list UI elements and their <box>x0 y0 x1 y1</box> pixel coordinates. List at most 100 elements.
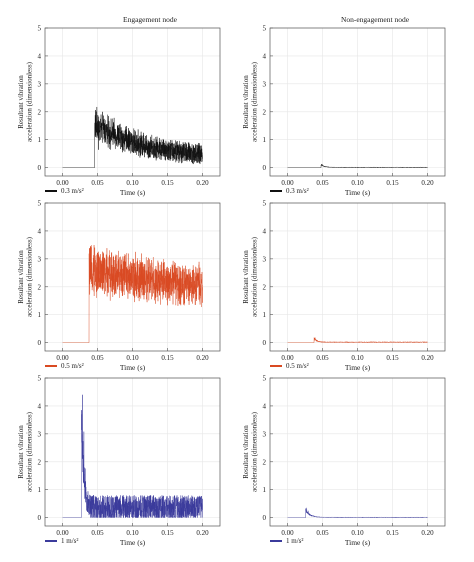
y-axis-label: Resultant vibrationacceleration (dimensi… <box>17 236 34 317</box>
column-title-non-engagement: Non-engagement node <box>340 15 410 24</box>
x-tick-label: 0.15 <box>386 354 399 362</box>
x-tick-label: 0.10 <box>126 354 139 362</box>
x-tick-label: 0.05 <box>316 179 329 187</box>
x-tick-label: 0.05 <box>316 354 329 362</box>
y-axis-label: Resultant vibrationacceleration (dimensi… <box>242 61 259 142</box>
y-tick-label: 0 <box>38 339 42 347</box>
x-tick-label: 0.15 <box>161 179 174 187</box>
legend-label: 1 m/s² <box>286 537 304 545</box>
series-line <box>287 337 428 344</box>
y-tick-label: 5 <box>263 375 267 383</box>
x-tick-label: 0.05 <box>91 354 104 362</box>
x-tick-label: 0.15 <box>386 529 399 537</box>
chart-svg: 0 1 2 3 4 5 0.00 0.05 0.10 0.15 0.20 Time (s) Result… <box>242 375 446 547</box>
y-tick-label: 2 <box>263 458 267 466</box>
legend-swatch <box>45 190 57 192</box>
y-tick-label: 1 <box>38 136 42 144</box>
y-tick-label: 0 <box>263 164 267 172</box>
chart-panel-1: 0 1 2 3 4 5 0.00 0.05 0.10 0.15 0.20 Time (s) Result… <box>0 20 230 205</box>
chart-panel-2: 0 1 2 3 4 5 0.00 0.05 0.10 0.15 0.20 Time (s) Result… <box>225 20 455 205</box>
x-tick-label: 0.10 <box>351 529 364 537</box>
column-title-engagement: Engagement node <box>123 15 177 24</box>
x-tick-label: 0.05 <box>91 529 104 537</box>
x-tick-label: 0.05 <box>316 529 329 537</box>
y-tick-label: 4 <box>38 227 42 235</box>
x-tick-label: 0.20 <box>421 529 434 537</box>
y-tick-label: 4 <box>263 227 267 235</box>
y-tick-label: 3 <box>38 255 42 263</box>
legend: 1 m/s² <box>270 537 303 545</box>
series-line <box>62 394 203 519</box>
legend-label: 0.5 m/s² <box>61 362 84 370</box>
y-axis-label-line: Resultant vibration <box>17 425 25 479</box>
legend-label: 0.3 m/s² <box>61 187 84 195</box>
y-tick-label: 5 <box>38 200 42 208</box>
legend: 0.5 m/s² <box>45 362 84 370</box>
y-tick-label: 2 <box>263 108 267 116</box>
y-tick-label: 4 <box>263 402 267 410</box>
y-tick-label: 2 <box>263 283 267 291</box>
y-tick-label: 1 <box>38 486 42 494</box>
y-tick-label: 3 <box>38 430 42 438</box>
x-axis-label: Time (s) <box>345 538 371 547</box>
y-tick-label: 2 <box>38 108 42 116</box>
x-tick-label: 0.15 <box>161 354 174 362</box>
chart-svg: 0 1 2 3 4 5 0.00 0.05 0.10 0.15 0.20 Time (s) Result… <box>242 25 446 197</box>
y-axis-label-line: Resultant vibration <box>17 75 25 129</box>
y-tick-label: 5 <box>263 25 267 33</box>
y-tick-label: 0 <box>263 339 267 347</box>
series-line <box>287 507 428 519</box>
x-tick-label: 0.20 <box>421 354 434 362</box>
y-tick-label: 4 <box>263 52 267 60</box>
y-axis-label-line: Resultant vibration <box>242 75 250 129</box>
legend-swatch <box>270 540 282 542</box>
chart-svg: 0 1 2 3 4 5 0.00 0.05 0.10 0.15 0.20 Time (s) Result… <box>242 200 446 372</box>
y-axis-label: Resultant vibrationacceleration (dimensi… <box>242 411 259 492</box>
y-axis-label-line: acceleration (dimensionless) <box>251 236 259 317</box>
chart-panel-4: 0 1 2 3 4 5 0.00 0.05 0.10 0.15 0.20 Time (s) Result… <box>225 195 455 380</box>
y-tick-label: 0 <box>38 514 42 522</box>
y-tick-label: 2 <box>38 283 42 291</box>
x-tick-label: 0.15 <box>161 529 174 537</box>
y-tick-label: 1 <box>263 311 267 319</box>
chart-svg: 0 1 2 3 4 5 0.00 0.05 0.10 0.15 0.20 Time (s) Result… <box>17 375 221 547</box>
legend-swatch <box>45 365 57 367</box>
legend-swatch <box>45 540 57 542</box>
y-tick-label: 5 <box>38 25 42 33</box>
x-tick-label: 0.00 <box>56 529 69 537</box>
y-tick-label: 1 <box>263 486 267 494</box>
y-tick-label: 3 <box>38 80 42 88</box>
y-tick-label: 1 <box>263 136 267 144</box>
chart-svg: 0 1 2 3 4 5 0.00 0.05 0.10 0.15 0.20 Time (s) Result… <box>17 25 221 197</box>
y-axis-label-line: acceleration (dimensionless) <box>251 61 259 142</box>
legend-swatch <box>270 365 282 367</box>
x-axis-label: Time (s) <box>120 188 146 197</box>
y-tick-label: 4 <box>38 402 42 410</box>
grid <box>270 27 445 176</box>
series-line <box>62 106 203 168</box>
x-tick-label: 0.00 <box>281 354 294 362</box>
series-line <box>62 245 203 343</box>
y-tick-label: 0 <box>263 514 267 522</box>
x-tick-label: 0.00 <box>56 354 69 362</box>
legend-swatch <box>270 190 282 192</box>
y-axis-label-line: Resultant vibration <box>242 425 250 479</box>
legend: 0.5 m/s² <box>270 362 309 370</box>
legend: 1 m/s² <box>45 537 78 545</box>
legend-label: 1 m/s² <box>61 537 79 545</box>
x-tick-label: 0.05 <box>91 179 104 187</box>
x-axis-label: Time (s) <box>345 188 371 197</box>
y-axis-label-line: Resultant vibration <box>17 250 25 304</box>
x-tick-label: 0.10 <box>351 179 364 187</box>
y-axis-label-line: Resultant vibration <box>242 250 250 304</box>
chart-panel-6: 0 1 2 3 4 5 0.00 0.05 0.10 0.15 0.20 Time (s) Result… <box>225 370 455 555</box>
x-tick-label: 0.20 <box>196 354 209 362</box>
legend: 0.3 m/s² <box>270 187 309 195</box>
x-tick-label: 0.20 <box>196 529 209 537</box>
chart-svg: 0 1 2 3 4 5 0.00 0.05 0.10 0.15 0.20 Time (s) Result… <box>17 200 221 372</box>
x-tick-label: 0.10 <box>351 354 364 362</box>
x-tick-label: 0.00 <box>56 179 69 187</box>
y-tick-label: 5 <box>263 200 267 208</box>
y-axis-label: Resultant vibrationacceleration (dimensi… <box>17 61 34 142</box>
y-axis-label: Resultant vibrationacceleration (dimensi… <box>17 411 34 492</box>
